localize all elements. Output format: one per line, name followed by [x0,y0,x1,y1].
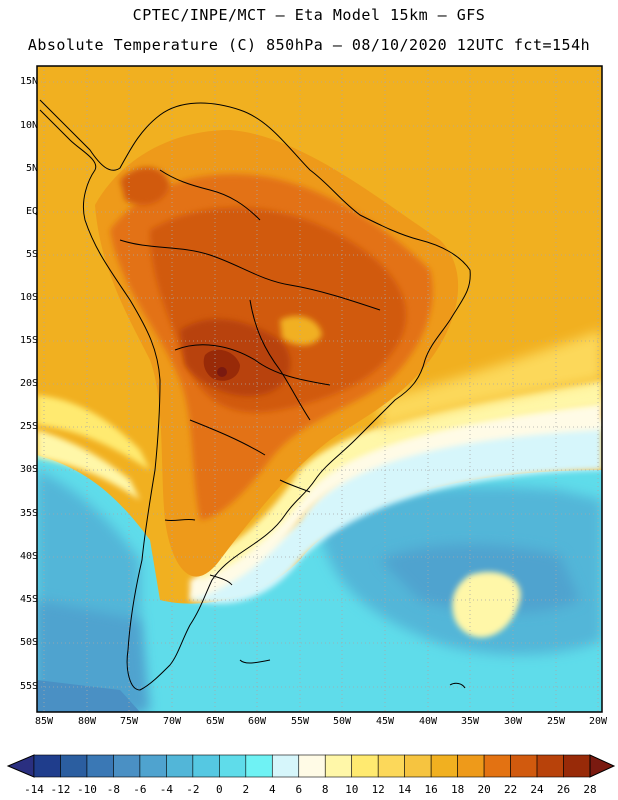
colorbar-swatch [271,754,300,778]
lon-label: 40W [418,716,438,727]
colorbar-tick-label: -2 [186,783,200,796]
lat-label: 25S [19,421,38,432]
coastline [39,99,471,691]
colorbar-swatch [33,754,61,778]
colorbar-swatch [60,754,88,778]
lat-label: 15N [19,76,38,87]
colorbar-tick-label: 16 [424,783,438,796]
temperature-field [37,66,602,712]
lon-label: 85W [34,716,54,727]
colorbar-swatch [245,754,273,778]
colorbar-swatch [192,754,220,778]
colorbar-swatch [113,754,141,778]
colorbar-swatch [139,754,167,778]
colorbar-swatch [510,754,538,778]
colorbar-swatch [377,754,405,778]
colorbar-swatch [166,754,194,778]
lat-label: 40S [19,551,38,562]
colorbar-min-arrow [6,754,35,778]
colorbar [6,754,616,778]
colorbar-swatch [457,754,485,778]
colorbar-tick-label: -8 [106,783,121,796]
lat-label: 45S [19,594,38,605]
colorbar-swatch [483,754,511,778]
colorbar-swatch [324,754,353,778]
colorbar-tick-label: -10 [77,783,97,796]
colorbar-tick-label: -12 [50,783,71,796]
colorbar-tick-label: -4 [159,783,173,796]
colorbar-tick-label: 8 [321,783,329,796]
colorbar-swatch [219,754,247,778]
colorbar-tick-label: -14 [24,783,44,796]
colorbar-tick-label: 6 [295,783,303,796]
lon-label: 75W [119,716,139,727]
colorbar-tick-label: 18 [450,783,465,796]
lat-label: 50S [19,637,38,648]
lon-label: 25W [546,716,566,727]
lat-label: 10N [19,120,38,131]
colorbar-tick-label: 10 [345,783,359,796]
colorbar-max-arrow [589,754,616,778]
lat-label: 10S [19,292,38,303]
lat-label: 20S [19,378,38,389]
map-title: CPTEC/INPE/MCT — Eta Model 15km — GFS [132,6,486,24]
lon-label: 35W [460,716,480,727]
colorbar-tick-label: 4 [268,783,276,796]
map-subtitle: Absolute Temperature (C) 850hPa — 08/10/… [27,36,591,54]
colorbar-swatch [298,754,326,778]
lon-label: 45W [375,716,395,727]
colorbar-tick-label: 14 [398,783,412,796]
lat-label: 15S [19,335,38,346]
lat-label: 35S [19,508,38,519]
lon-label: 20W [588,716,608,727]
colorbar-swatch [563,754,591,778]
lon-label: 80W [77,716,97,727]
lat-label: EQ [25,206,38,217]
lon-label: 55W [290,716,310,727]
lat-label: 5S [25,249,38,260]
lon-label: 65W [205,716,225,727]
colorbar-tick-label: 2 [242,783,250,796]
colorbar-tick-label: -6 [133,783,147,796]
lon-label: 70W [162,716,182,727]
colorbar-swatch [86,754,114,778]
lat-label: 30S [19,464,38,475]
colorbar-tick-label: 20 [477,783,491,796]
lat-label: 55S [19,681,38,692]
colorbar-tick-label: 22 [503,783,518,796]
colorbar-swatch [430,754,458,778]
colorbar-swatch [351,754,379,778]
lat-label: 5N [25,163,38,174]
lon-label: 30W [503,716,523,727]
colorbar-tick-label: 12 [371,783,385,796]
colorbar-tick-label: 24 [530,783,544,796]
map-frame [36,65,603,713]
colorbar-tick-label: 0 [216,783,223,796]
lon-label: 50W [332,716,352,727]
colorbar-tick-label: 28 [583,783,597,796]
colorbar-tick-label: 26 [556,783,571,796]
colorbar-swatch [536,754,564,778]
lon-label: 60W [247,716,267,727]
colorbar-swatch [404,754,432,778]
